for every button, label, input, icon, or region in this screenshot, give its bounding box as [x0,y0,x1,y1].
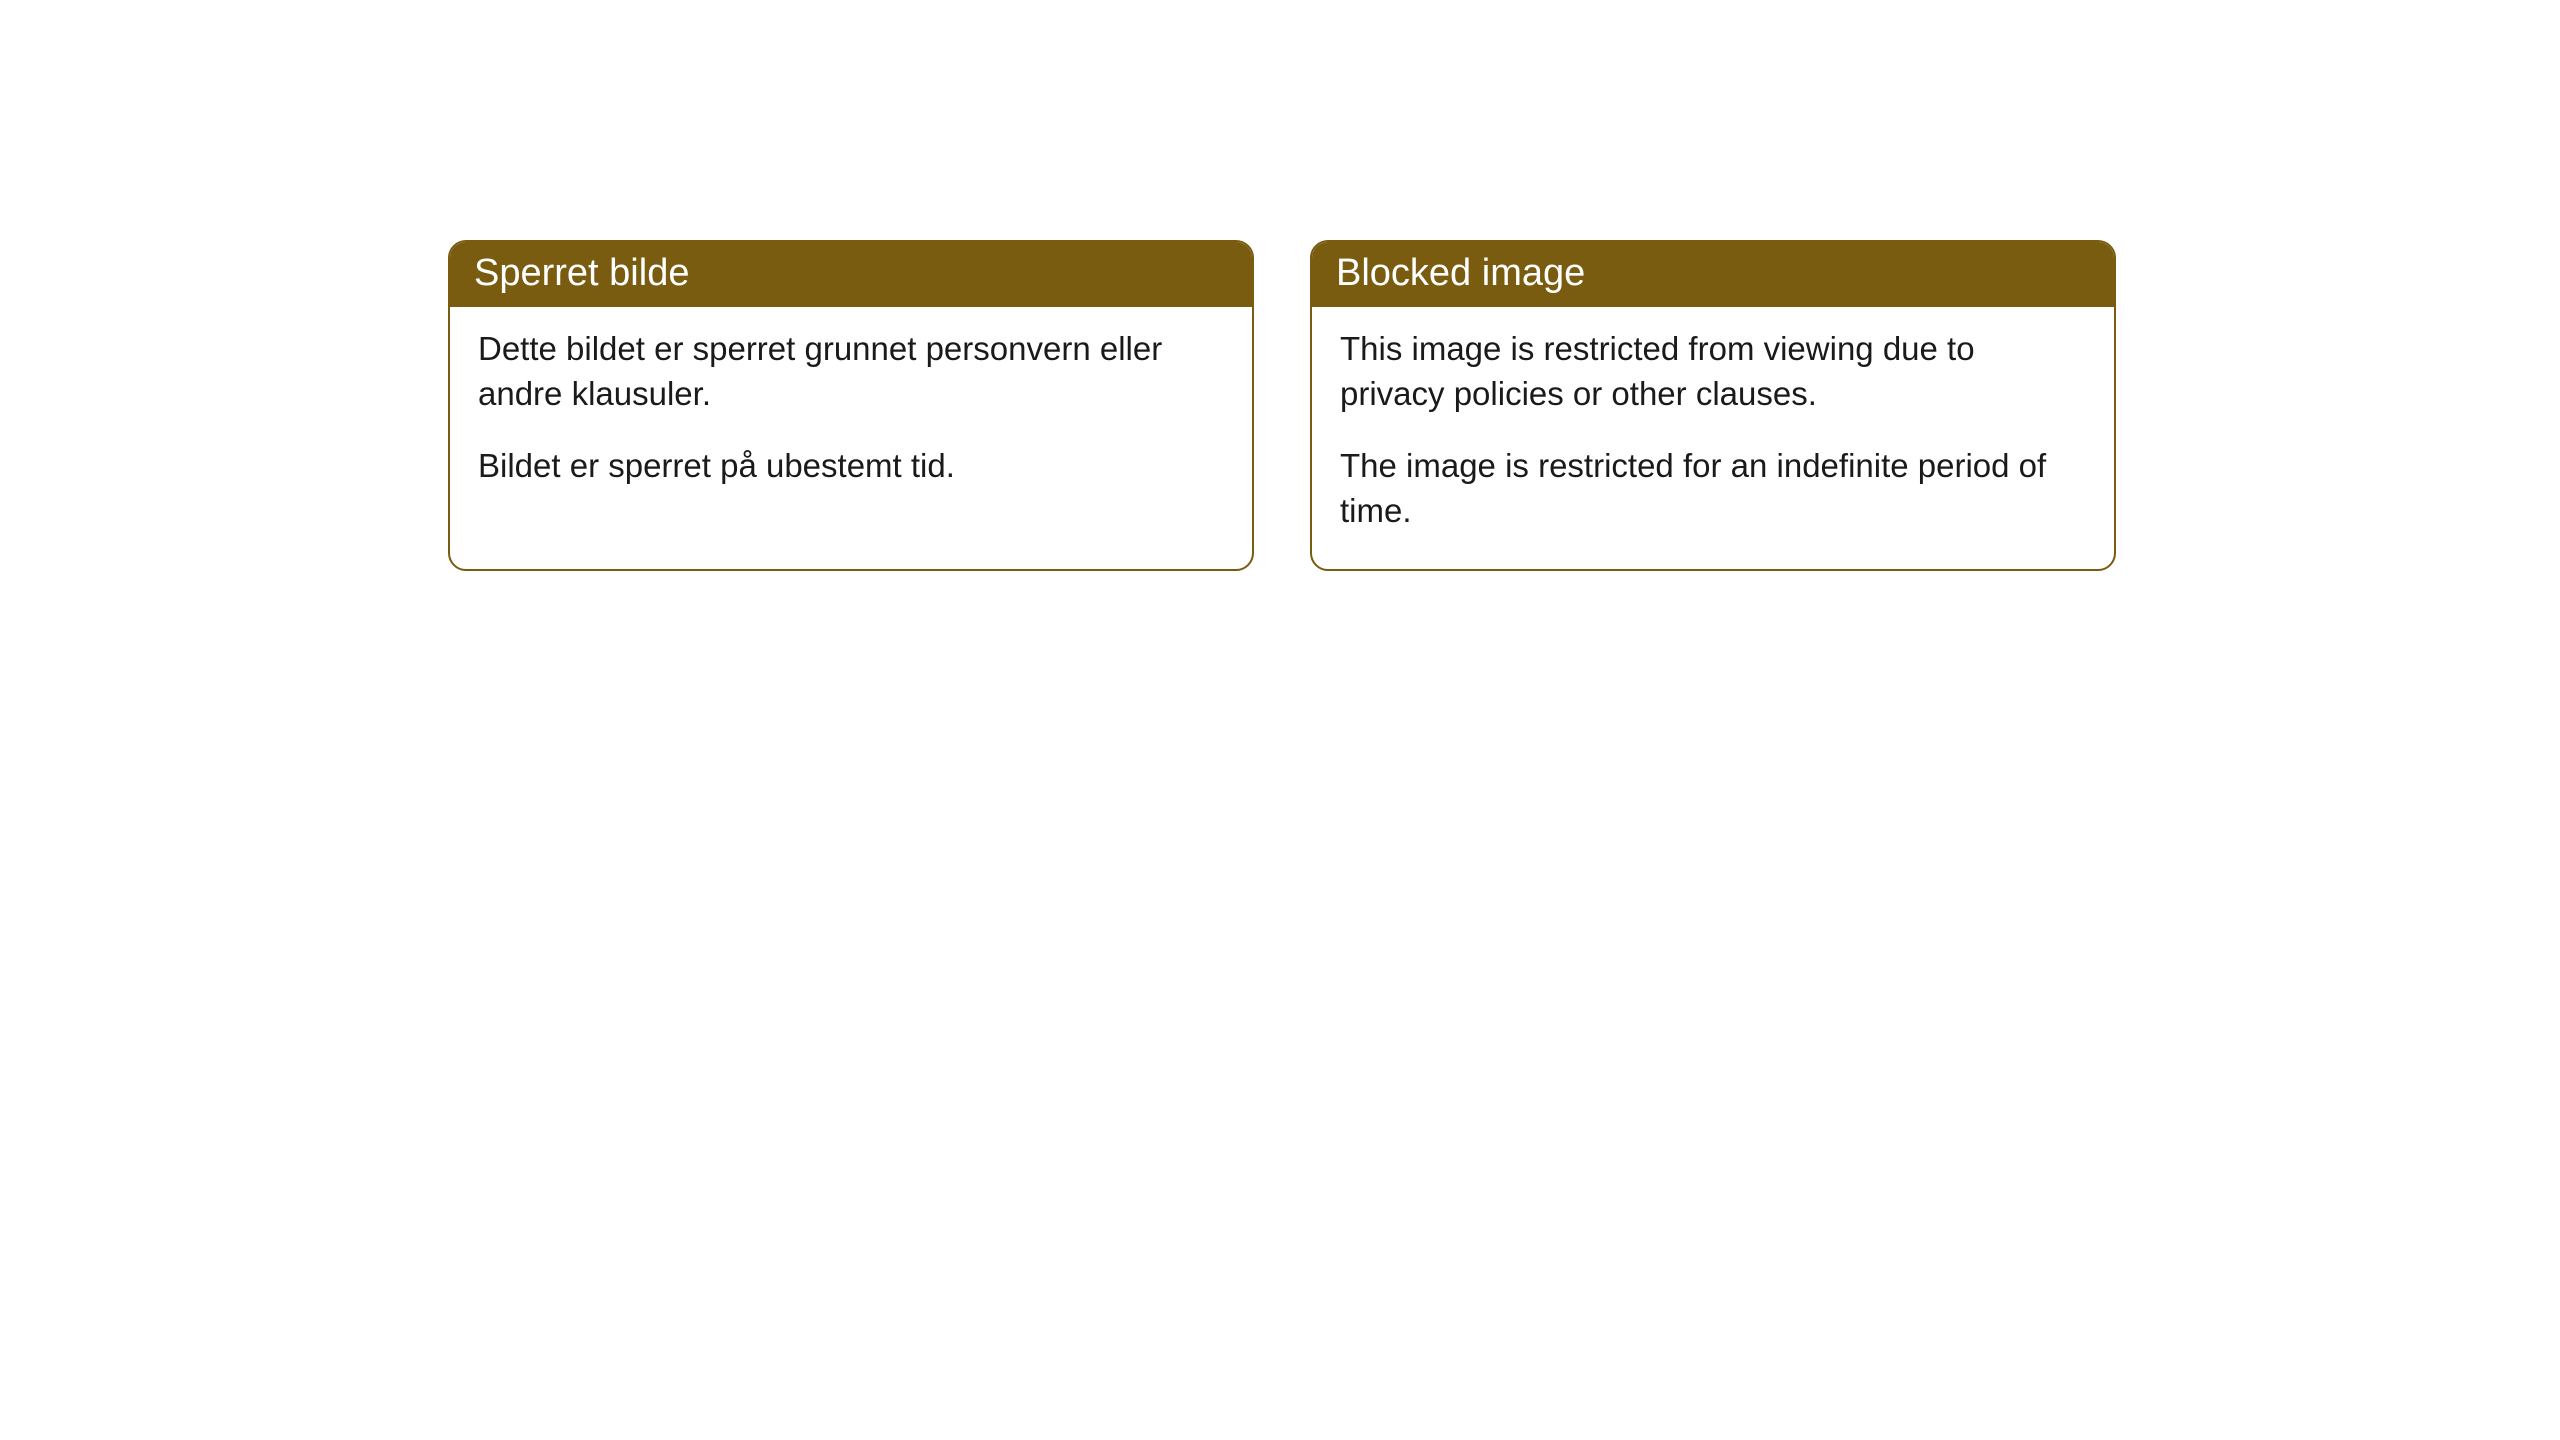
card-paragraph-1-no: Dette bildet er sperret grunnet personve… [478,327,1224,416]
card-title-no: Sperret bilde [474,252,689,294]
blocked-image-card-en: Blocked image This image is restricted f… [1310,240,2116,571]
notice-container: Sperret bilde Dette bildet er sperret gr… [448,240,2116,571]
card-paragraph-1-en: This image is restricted from viewing du… [1340,327,2086,416]
blocked-image-card-no: Sperret bilde Dette bildet er sperret gr… [448,240,1254,571]
card-header-no: Sperret bilde [450,242,1252,307]
card-paragraph-2-no: Bildet er sperret på ubestemt tid. [478,444,1224,489]
card-body-en: This image is restricted from viewing du… [1312,307,2114,569]
card-body-no: Dette bildet er sperret grunnet personve… [450,307,1252,525]
card-paragraph-2-en: The image is restricted for an indefinit… [1340,444,2086,533]
card-header-en: Blocked image [1312,242,2114,307]
card-title-en: Blocked image [1336,252,1585,294]
